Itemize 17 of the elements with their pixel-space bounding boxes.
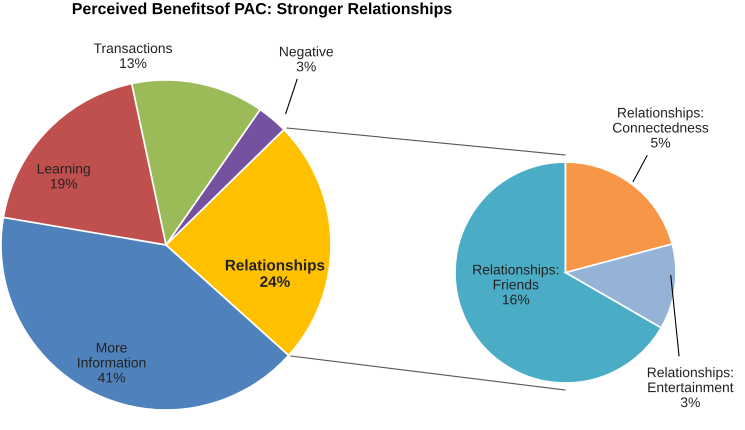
data-label: 19% bbox=[50, 178, 78, 189]
slice-label: Transactions bbox=[94, 42, 172, 54]
slice-label: More Information bbox=[78, 342, 146, 368]
slice-label: Relationships bbox=[226, 259, 324, 274]
slice-label: Relationships: Connectedness bbox=[612, 107, 708, 133]
data-label: 3% bbox=[680, 397, 700, 408]
slice-label: Negative bbox=[280, 46, 334, 60]
data-label: 3% bbox=[296, 62, 316, 72]
slice-label: Relationships: Friends bbox=[473, 264, 558, 290]
data-label: 41% bbox=[98, 372, 125, 382]
slice-label: Learning bbox=[38, 163, 90, 176]
data-label: 16% bbox=[502, 294, 530, 304]
slice-label: Relationships: Entertainment bbox=[648, 367, 734, 392]
chart-title: Perceived Benefitsof PAC: Stronger Relationships bbox=[72, 2, 452, 18]
data-label: 13% bbox=[120, 58, 146, 68]
data-label: 5% bbox=[651, 138, 670, 148]
data-label: 24% bbox=[260, 276, 290, 287]
